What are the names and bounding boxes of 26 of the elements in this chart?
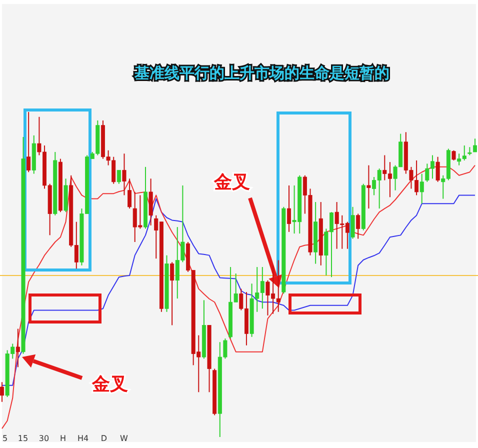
- candlestick: [0, 382, 4, 402]
- candlestick: [26, 112, 31, 173]
- candlestick: [420, 173, 424, 204]
- annotation: W: [120, 434, 128, 443]
- candlestick: [366, 164, 371, 210]
- chart-title: 基准线平行的上升市场的生命是短暂的: [134, 64, 390, 82]
- candlestick: [128, 178, 132, 210]
- annotation: 30: [38, 434, 50, 443]
- candlestick: [286, 184, 291, 232]
- candlestick: [356, 213, 360, 240]
- annotation: D: [100, 434, 108, 443]
- candlestick: [16, 328, 20, 368]
- candlestick: [148, 178, 153, 226]
- annotation: 15: [18, 434, 28, 443]
- annotation: 5: [2, 434, 8, 443]
- candlestick: [473, 138, 477, 152]
- annotation: 金叉: [91, 374, 128, 395]
- candlestick: [122, 153, 126, 196]
- candlestick: [436, 156, 440, 182]
- candlestick: [452, 150, 456, 161]
- annotation: H4: [77, 434, 89, 443]
- annotation: 金叉: [213, 172, 250, 193]
- candlestick: [350, 206, 355, 240]
- annotation: H: [60, 434, 66, 443]
- candlestick: [116, 170, 121, 184]
- candlestick: [170, 262, 174, 326]
